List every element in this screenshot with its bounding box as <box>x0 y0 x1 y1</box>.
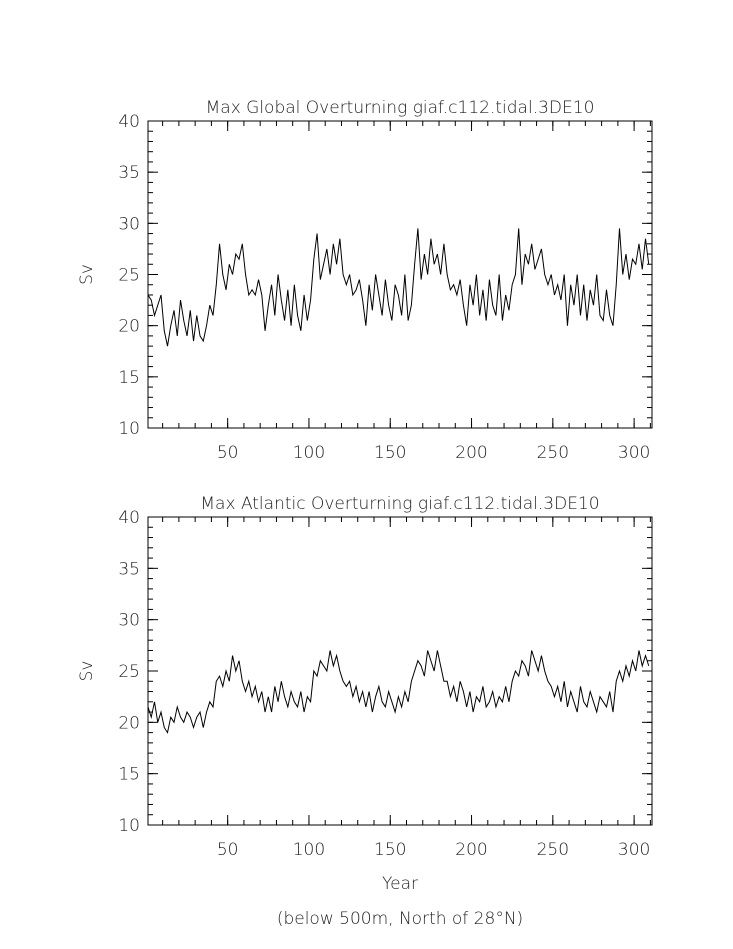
y-tick-label: 35 <box>118 163 140 183</box>
x-tick-label: 100 <box>293 840 325 860</box>
y-tick-label: 20 <box>118 713 140 733</box>
y-axis-label: Sv <box>77 661 97 682</box>
y-tick-label: 10 <box>118 816 140 836</box>
x-tick-label: 50 <box>217 840 239 860</box>
y-tick-label: 35 <box>118 559 140 579</box>
y-axis-label: Sv <box>77 264 97 285</box>
data-line <box>147 650 650 734</box>
x-tick-label: 150 <box>374 443 406 463</box>
y-tick-label: 10 <box>118 419 140 439</box>
y-tick-label: 15 <box>118 368 140 388</box>
y-tick-label: 40 <box>118 508 140 528</box>
x-tick-label: 150 <box>374 840 406 860</box>
plot-frame <box>147 120 653 429</box>
y-tick-label: 20 <box>118 317 140 337</box>
chart-title: Max Global Overturning giaf.c112.tidal.3… <box>206 98 595 118</box>
x-tick-label: 50 <box>217 443 239 463</box>
y-tick-label: 25 <box>118 266 140 286</box>
x-tick-label: 300 <box>618 443 650 463</box>
y-tick-label: 40 <box>118 112 140 132</box>
note: (below 500m, North of 28°N) <box>277 909 523 929</box>
x-tick-label: 300 <box>618 840 650 860</box>
data-line <box>147 228 650 347</box>
y-tick-label: 30 <box>118 611 140 631</box>
plot-frame <box>147 516 653 826</box>
x-axis-label: Year <box>382 874 418 894</box>
x-tick-label: 200 <box>455 840 487 860</box>
x-tick-label: 250 <box>537 443 569 463</box>
y-tick-label: 15 <box>118 765 140 785</box>
x-tick-label: 250 <box>537 840 569 860</box>
y-tick-label: 25 <box>118 662 140 682</box>
y-tick-label: 30 <box>118 214 140 234</box>
x-tick-label: 200 <box>455 443 487 463</box>
x-tick-label: 100 <box>293 443 325 463</box>
chart-title: Max Atlantic Overturning giaf.c112.tidal… <box>200 494 599 514</box>
